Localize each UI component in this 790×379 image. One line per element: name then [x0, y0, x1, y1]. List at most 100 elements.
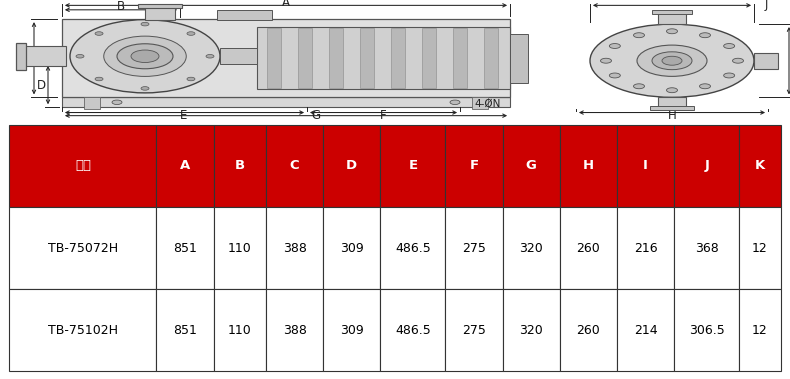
Text: G: G — [526, 160, 536, 172]
Bar — [560, 125, 617, 207]
Bar — [739, 289, 781, 371]
Bar — [453, 28, 468, 88]
Bar — [323, 289, 380, 371]
Text: 12: 12 — [752, 324, 768, 337]
Text: H: H — [668, 109, 676, 122]
Text: TB-75072H: TB-75072H — [48, 241, 118, 255]
Bar — [502, 207, 560, 289]
Text: 320: 320 — [519, 324, 543, 337]
Bar — [423, 28, 436, 88]
Text: A: A — [180, 160, 190, 172]
Bar — [9, 207, 156, 289]
Bar — [329, 28, 343, 88]
Text: 388: 388 — [283, 324, 307, 337]
Text: I: I — [643, 160, 648, 172]
Text: F: F — [380, 109, 386, 122]
Circle shape — [206, 55, 214, 58]
Bar — [674, 289, 739, 371]
Text: 260: 260 — [577, 324, 600, 337]
Text: D: D — [36, 79, 46, 92]
Bar — [446, 207, 502, 289]
Text: 851: 851 — [173, 241, 197, 255]
Circle shape — [187, 77, 195, 81]
Circle shape — [667, 88, 678, 92]
Bar — [213, 207, 266, 289]
Bar — [380, 125, 446, 207]
Bar — [323, 207, 380, 289]
Text: TB-75102H: TB-75102H — [48, 324, 118, 337]
Bar — [739, 125, 781, 207]
Bar — [510, 34, 528, 83]
Bar — [220, 48, 257, 64]
Bar — [674, 207, 739, 289]
Text: G: G — [311, 109, 321, 122]
Circle shape — [141, 22, 149, 26]
Text: 275: 275 — [462, 241, 486, 255]
Circle shape — [95, 32, 103, 35]
Text: D: D — [346, 160, 357, 172]
Ellipse shape — [103, 36, 186, 77]
Text: 486.5: 486.5 — [395, 241, 431, 255]
Bar — [391, 28, 405, 88]
Bar — [267, 28, 281, 88]
Bar — [754, 53, 778, 69]
Bar — [658, 97, 686, 109]
Circle shape — [634, 33, 645, 38]
Circle shape — [141, 87, 149, 90]
Circle shape — [652, 52, 692, 70]
Circle shape — [117, 44, 173, 69]
Bar — [650, 106, 694, 110]
Bar — [16, 43, 26, 70]
Text: E: E — [408, 160, 417, 172]
Circle shape — [699, 33, 710, 38]
Text: 368: 368 — [694, 241, 719, 255]
Text: 851: 851 — [173, 324, 197, 337]
Text: F: F — [469, 160, 479, 172]
Bar — [617, 125, 674, 207]
Text: A: A — [282, 0, 290, 9]
Circle shape — [590, 24, 754, 97]
Text: H: H — [583, 160, 594, 172]
Bar — [24, 47, 66, 66]
Text: 486.5: 486.5 — [395, 324, 431, 337]
Bar — [472, 97, 488, 110]
Text: C: C — [22, 52, 30, 65]
Circle shape — [450, 100, 460, 105]
Text: 214: 214 — [634, 324, 657, 337]
Circle shape — [131, 50, 159, 63]
Circle shape — [724, 73, 735, 78]
Text: 260: 260 — [577, 241, 600, 255]
Text: 12: 12 — [752, 241, 768, 255]
Circle shape — [724, 44, 735, 49]
Bar — [502, 289, 560, 371]
Bar — [9, 125, 156, 207]
Circle shape — [600, 58, 611, 63]
Text: 306.5: 306.5 — [689, 324, 724, 337]
Ellipse shape — [70, 20, 220, 93]
Bar — [298, 28, 312, 88]
Bar — [213, 125, 266, 207]
Bar — [323, 125, 380, 207]
Circle shape — [699, 84, 710, 89]
Circle shape — [95, 77, 103, 81]
Bar — [617, 207, 674, 289]
Bar — [380, 207, 446, 289]
Text: B: B — [235, 160, 245, 172]
Bar — [138, 5, 182, 8]
Circle shape — [609, 44, 620, 49]
Bar — [156, 289, 213, 371]
Text: B: B — [117, 0, 125, 13]
Text: 275: 275 — [462, 324, 486, 337]
Bar — [156, 207, 213, 289]
Bar — [84, 97, 100, 110]
Circle shape — [187, 32, 195, 35]
Bar — [739, 207, 781, 289]
Bar — [266, 125, 323, 207]
Bar — [446, 289, 502, 371]
Bar — [502, 125, 560, 207]
Circle shape — [637, 45, 707, 76]
Circle shape — [667, 29, 678, 34]
Bar — [9, 289, 156, 371]
Text: K: K — [754, 160, 765, 172]
Text: 4-ØN: 4-ØN — [475, 99, 501, 109]
